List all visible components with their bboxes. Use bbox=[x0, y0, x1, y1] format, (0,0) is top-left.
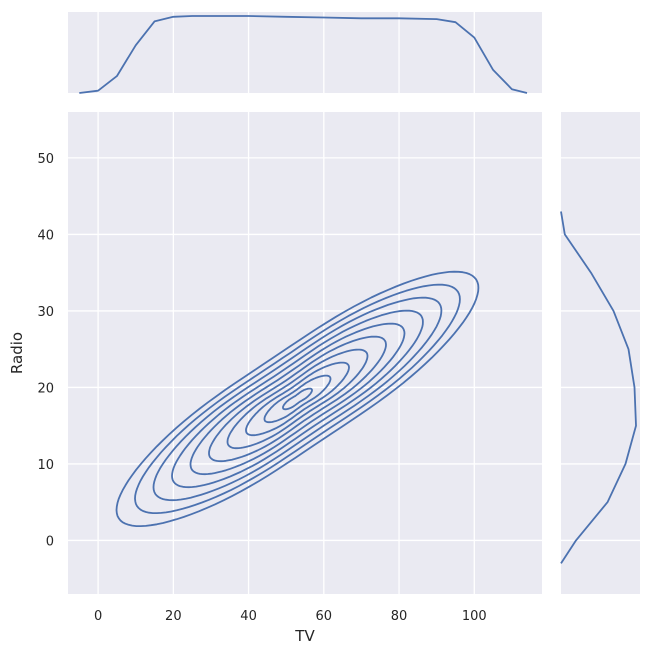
y-tick-label: 10 bbox=[37, 458, 54, 473]
joint-panel bbox=[68, 112, 542, 594]
kde-contour-level bbox=[208, 335, 387, 463]
x-tick-label: 60 bbox=[316, 609, 333, 624]
kde-contour-level bbox=[189, 322, 406, 476]
top-marginal-density-curve bbox=[79, 15, 528, 94]
joint-kde-contours bbox=[115, 270, 480, 527]
top-marginal-panel bbox=[68, 12, 542, 93]
kde-contour-level bbox=[282, 387, 313, 411]
y-tick-label: 50 bbox=[37, 152, 54, 167]
top-marginal-kde bbox=[79, 15, 528, 94]
grid-lines bbox=[68, 12, 640, 594]
y-tick-label: 20 bbox=[37, 381, 54, 396]
kde-contour-level bbox=[226, 348, 369, 450]
x-axis-label: TV bbox=[294, 627, 315, 645]
kde-contour-level bbox=[134, 283, 461, 514]
x-tick-label: 20 bbox=[165, 609, 182, 624]
kde-contour-level bbox=[171, 309, 424, 489]
kde-contour-level bbox=[263, 374, 332, 424]
y-tick-label: 0 bbox=[46, 534, 54, 549]
x-tick-label: 0 bbox=[94, 609, 102, 624]
y-tick-label: 40 bbox=[37, 228, 54, 243]
tick-labels: 0 20 40 60 80 100 0 10 20 30 40 50 bbox=[37, 152, 486, 624]
y-tick-label: 30 bbox=[37, 305, 54, 320]
kde-contour-level bbox=[245, 361, 350, 437]
y-axis-label: Radio bbox=[8, 332, 26, 374]
x-tick-label: 40 bbox=[240, 609, 257, 624]
right-marginal-panel bbox=[561, 112, 640, 594]
kde-contour-level bbox=[115, 270, 480, 527]
x-tick-label: 80 bbox=[391, 609, 408, 624]
right-marginal-kde bbox=[560, 211, 637, 564]
right-marginal-density-curve bbox=[560, 211, 637, 564]
x-tick-label: 100 bbox=[462, 609, 487, 624]
kde-contour-level bbox=[152, 296, 443, 502]
